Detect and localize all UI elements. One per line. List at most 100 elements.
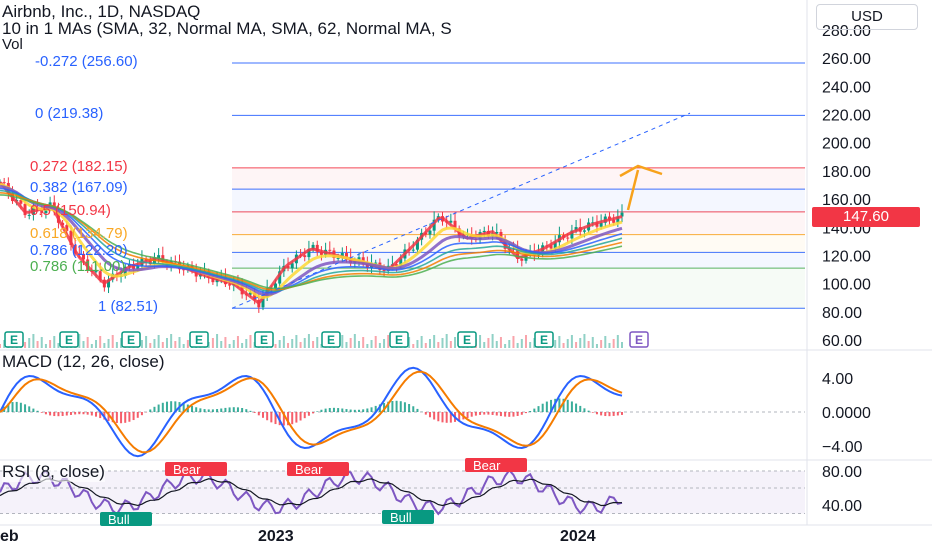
candle-body — [453, 220, 457, 229]
ma-indicator-title[interactable]: 10 in 1 MAs (SMA, 32, Normal MA, SMA, 62… — [2, 19, 452, 38]
macd-histogram-bar — [550, 399, 553, 412]
candle-body — [482, 230, 486, 233]
volume-bar — [408, 337, 411, 348]
rsi-line — [0, 468, 623, 516]
macd-histogram-bar — [383, 402, 386, 412]
moving-average-line — [0, 189, 623, 293]
macd-histogram-bar — [307, 412, 310, 416]
macd-histogram-bar — [115, 412, 118, 423]
macd-histogram-bar — [570, 401, 573, 412]
macd-histogram-bar — [211, 409, 214, 412]
volume-bar — [595, 344, 598, 348]
macd-histogram-bar — [82, 412, 85, 415]
macd-histogram-bar — [604, 412, 607, 417]
volume-bar — [345, 342, 348, 348]
macd-histogram-bar — [332, 407, 335, 412]
macd-histogram-bar — [136, 412, 139, 418]
rsi-title[interactable]: RSI (8, close) — [2, 462, 105, 482]
macd-histogram-bar — [170, 401, 173, 412]
volume-bar — [554, 340, 557, 348]
volume-bar — [282, 336, 285, 348]
candle-body — [311, 244, 315, 250]
macd-histogram-bar — [608, 412, 611, 417]
candle-body — [620, 212, 624, 217]
volume-bar — [383, 339, 386, 348]
volume-bar — [520, 339, 523, 348]
macd-title[interactable]: MACD (12, 26, close) — [2, 352, 165, 372]
last-price-tag: 147.60 — [812, 207, 920, 227]
volume-bar — [591, 337, 594, 348]
macd-histogram-bar — [312, 412, 315, 414]
volume-bar — [228, 344, 231, 348]
macd-histogram-bar — [111, 412, 114, 423]
volume-bar — [274, 344, 277, 348]
fib-level-label: 0.272 (182.15) — [30, 157, 128, 175]
currency-button[interactable]: USD — [816, 4, 918, 30]
volume-bar — [161, 342, 164, 348]
fib-level-label: -0.272 (256.60) — [35, 52, 138, 70]
macd-histogram-bar — [241, 408, 244, 412]
candle-body — [595, 222, 599, 227]
fib-band — [232, 189, 805, 212]
macd-histogram-bar — [19, 402, 22, 412]
volume-bar — [374, 336, 377, 348]
macd-histogram-bar — [316, 411, 319, 412]
macd-histogram-bar — [537, 406, 540, 412]
volume-bar — [366, 344, 369, 348]
volume-bar — [86, 337, 89, 348]
macd-histogram-bar — [132, 412, 135, 421]
macd-histogram-bar — [24, 404, 27, 412]
volume-bar — [220, 341, 223, 348]
candle-body — [307, 249, 311, 258]
earnings-marker — [59, 331, 79, 348]
macd-histogram-bar — [53, 412, 56, 417]
volume-bar — [479, 335, 482, 348]
macd-histogram-bar — [445, 412, 448, 423]
macd-histogram-bar — [566, 399, 569, 412]
price-axis-tick: 60.00 — [822, 333, 862, 350]
volume-bar — [483, 342, 486, 348]
macd-histogram-bar — [612, 412, 615, 416]
volume-bar — [512, 336, 515, 348]
volume-bar — [566, 339, 569, 348]
macd-histogram-bar — [320, 409, 323, 412]
candle-body — [428, 230, 432, 235]
candle-body — [411, 249, 415, 251]
macd-histogram-bar — [508, 412, 511, 417]
macd-histogram-bar — [533, 408, 536, 412]
macd-histogram-bar — [232, 407, 235, 412]
macd-histogram-bar — [236, 407, 239, 412]
candle-body — [152, 258, 156, 265]
volume-bar — [249, 335, 252, 348]
macd-histogram-bar — [28, 406, 31, 412]
macd-histogram-bar — [78, 412, 81, 415]
candle-body — [65, 225, 69, 231]
macd-histogram-bar — [479, 412, 482, 415]
moving-average-line — [0, 194, 623, 290]
macd-axis-tick: 0.0000 — [822, 405, 871, 422]
volume-bar — [40, 337, 43, 348]
candle-body — [566, 237, 570, 239]
macd-histogram-bar — [524, 412, 527, 414]
earnings-marker — [321, 331, 341, 348]
volume-bar — [299, 342, 302, 348]
volume-bar — [353, 334, 356, 348]
candle-body — [516, 249, 520, 259]
macd-histogram-bar — [270, 412, 273, 423]
macd-histogram-bar — [44, 412, 47, 415]
x-label-2023: 2023 — [258, 528, 294, 545]
earnings-marker-label: E — [635, 333, 643, 347]
macd-histogram-bar — [328, 407, 331, 412]
macd-histogram-bar — [499, 412, 502, 417]
candle-body — [495, 231, 499, 234]
macd-histogram-bar — [249, 410, 252, 412]
earnings-marker — [121, 331, 141, 348]
candle-body — [136, 265, 140, 269]
volume-bar — [508, 340, 511, 348]
volume-bar — [504, 344, 507, 348]
bull-divergence-label: Bull — [108, 512, 130, 527]
volume-bar — [420, 336, 423, 348]
macd-histogram-bar — [261, 412, 264, 418]
fib-band — [232, 211, 805, 235]
